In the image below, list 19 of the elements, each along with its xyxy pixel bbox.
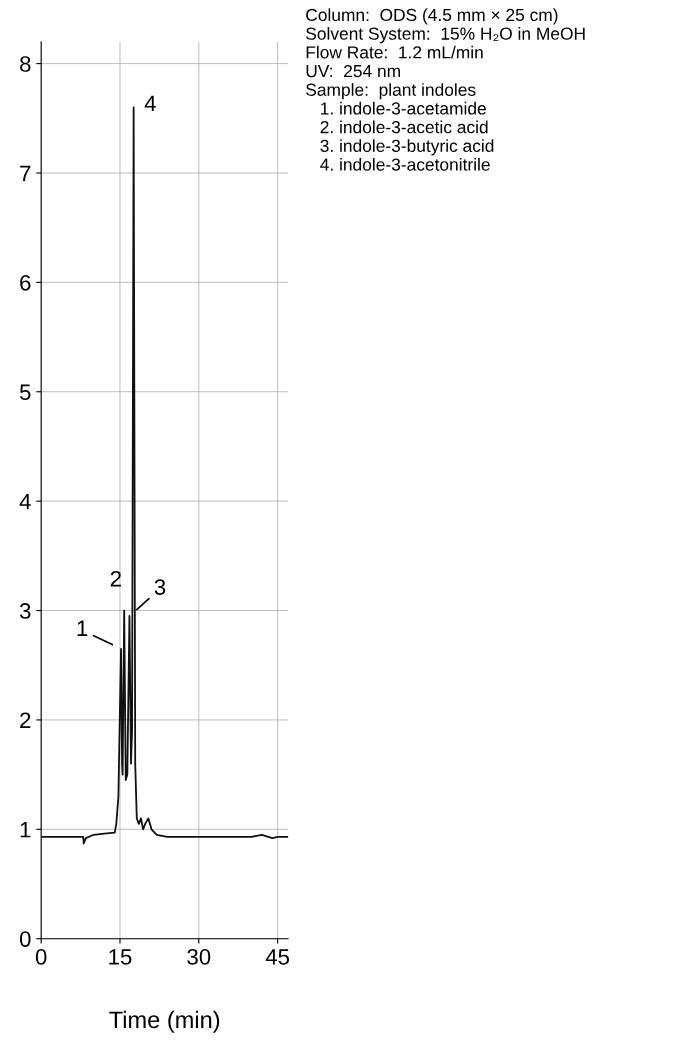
x-axis-title: Time (min) <box>109 1010 220 1033</box>
annotation: 2 <box>110 570 121 587</box>
annotation: 3 <box>154 579 166 595</box>
y-tick-label: 0 <box>19 931 31 947</box>
x-tick-label: 30 <box>187 949 211 965</box>
y-tick-label: 7 <box>20 165 31 182</box>
x-tick-label: 15 <box>109 949 132 965</box>
annotation: 4 <box>144 95 156 112</box>
y-tick-label: 5 <box>19 384 31 401</box>
y-tick-label: 8 <box>20 56 31 72</box>
y-tick-label: 6 <box>20 274 31 291</box>
y-tick-label: 3 <box>19 603 31 619</box>
y-tick-label: 4 <box>19 493 31 510</box>
y-tick-label: 2 <box>20 712 31 728</box>
text: Column: ODS (4.5 mm × 25 cm) Solvent System: 15% H₂O in MeOH Flow Rate: 1.2 mL/min UV: 254 nm Sample: plant indoles 1. indole-3-acetamide 2. indole-3-acetic acid 3. indole-3-butyric acid 4. indole-3-acetonitrile <box>306 8 585 171</box>
y-tick-label: 1 <box>20 822 31 838</box>
x-tick-label: 0 <box>35 949 47 965</box>
x-tick-label: 45 <box>265 949 290 965</box>
annotation: 1 <box>77 620 88 636</box>
